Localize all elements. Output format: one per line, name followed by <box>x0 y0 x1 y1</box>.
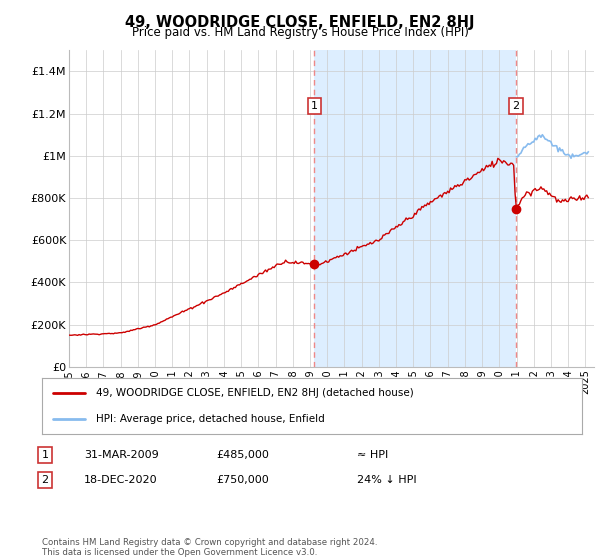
Text: 49, WOODRIDGE CLOSE, ENFIELD, EN2 8HJ (detached house): 49, WOODRIDGE CLOSE, ENFIELD, EN2 8HJ (d… <box>96 388 414 398</box>
Text: 24% ↓ HPI: 24% ↓ HPI <box>357 475 416 485</box>
Text: 1: 1 <box>41 450 49 460</box>
Text: 2: 2 <box>41 475 49 485</box>
Text: 18-DEC-2020: 18-DEC-2020 <box>84 475 158 485</box>
Text: 49, WOODRIDGE CLOSE, ENFIELD, EN2 8HJ: 49, WOODRIDGE CLOSE, ENFIELD, EN2 8HJ <box>125 15 475 30</box>
Text: ≈ HPI: ≈ HPI <box>357 450 388 460</box>
Text: 1: 1 <box>311 101 318 111</box>
Text: 2: 2 <box>512 101 520 111</box>
Text: £750,000: £750,000 <box>216 475 269 485</box>
Text: 31-MAR-2009: 31-MAR-2009 <box>84 450 159 460</box>
Text: HPI: Average price, detached house, Enfield: HPI: Average price, detached house, Enfi… <box>96 414 325 424</box>
Bar <box>314 50 516 367</box>
Text: Price paid vs. HM Land Registry's House Price Index (HPI): Price paid vs. HM Land Registry's House … <box>131 26 469 39</box>
Text: Contains HM Land Registry data © Crown copyright and database right 2024.
This d: Contains HM Land Registry data © Crown c… <box>42 538 377 557</box>
Text: £485,000: £485,000 <box>216 450 269 460</box>
